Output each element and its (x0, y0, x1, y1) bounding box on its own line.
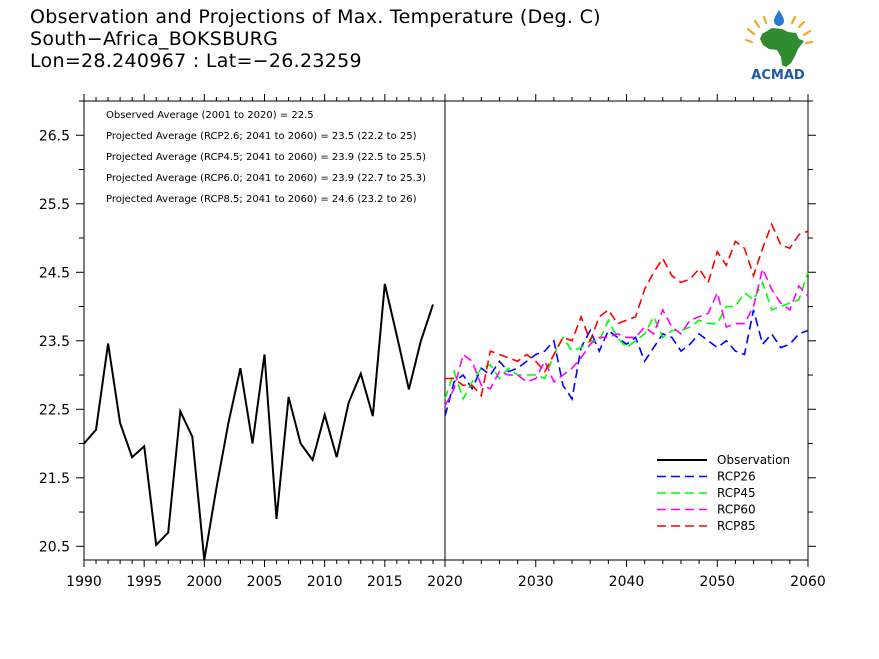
series-line-observation (83, 283, 434, 561)
legend-label: RCP26 (717, 470, 756, 484)
x-tick-label: 2015 (367, 574, 403, 590)
x-tick-label: 2010 (307, 574, 343, 590)
acmad-logo: ACMAD (744, 10, 814, 83)
chart-title: Observation and Projections of Max. Temp… (30, 6, 601, 28)
x-tick-label: 2050 (699, 574, 735, 590)
x-tick-label: 2005 (247, 574, 283, 590)
y-tick-label: 21.5 (39, 471, 70, 487)
series-line-rcp45 (444, 272, 809, 402)
x-tick-label: 2020 (427, 574, 463, 590)
x-tick-label: 2030 (518, 574, 554, 590)
stats-box: Observed Average (2001 to 2020) = 22.5 Pr… (106, 110, 426, 205)
stat-line: Projected Average (RCP6.0; 2041 to 2060)… (106, 173, 426, 184)
x-tick-label: 2040 (609, 574, 645, 590)
x-tick-label: 1990 (66, 574, 102, 590)
legend-label: Observation (717, 453, 790, 467)
plot-frames (83, 100, 809, 561)
series-line-rcp60 (444, 266, 809, 407)
y-tick-label: 22.5 (39, 402, 70, 418)
stat-line: Projected Average (RCP2.6; 2041 to 2060)… (106, 131, 417, 142)
y-tick-label: 20.5 (39, 539, 70, 555)
y-tick-label: 26.5 (39, 128, 70, 144)
africa-map-icon (760, 28, 804, 67)
stat-line: Projected Average (RCP4.5; 2041 to 2060)… (106, 152, 426, 163)
series-layer (83, 222, 809, 561)
legend: Observation RCP26 RCP45 RCP60 RCP85 (657, 453, 790, 533)
y-tick-label: 23.5 (39, 334, 70, 350)
plot-frame (83, 100, 809, 561)
logo-text: ACMAD (751, 68, 805, 83)
axis-ticks: 20.5 21.5 22.5 23.5 24.5 25.5 26.5 1990 1995 2000… (39, 94, 826, 590)
stat-line: Projected Average (RCP8.5; 2041 to 2060)… (106, 194, 417, 205)
x-tick-label: 1995 (126, 574, 162, 590)
x-tick-label: 2060 (790, 574, 826, 590)
series-line-rcp85 (445, 222, 809, 398)
series-line-rcp26 (444, 309, 809, 417)
coordinates: Lon=28.240967 : Lat=−26.23259 (30, 50, 362, 72)
water-drop-icon (774, 10, 784, 26)
chart-title-block: Observation and Projections of Max. Temp… (30, 6, 601, 72)
sun-rays-icon (744, 15, 814, 45)
legend-label: RCP45 (717, 486, 756, 500)
y-tick-label: 25.5 (39, 197, 70, 213)
stat-line: Observed Average (2001 to 2020) = 22.5 (106, 110, 314, 121)
location-name: South−Africa_BOKSBURG (30, 28, 279, 50)
legend-label: RCP60 (717, 503, 756, 517)
legend-label: RCP85 (717, 519, 756, 533)
y-tick-label: 24.5 (39, 265, 70, 281)
x-tick-label: 2000 (187, 574, 223, 590)
